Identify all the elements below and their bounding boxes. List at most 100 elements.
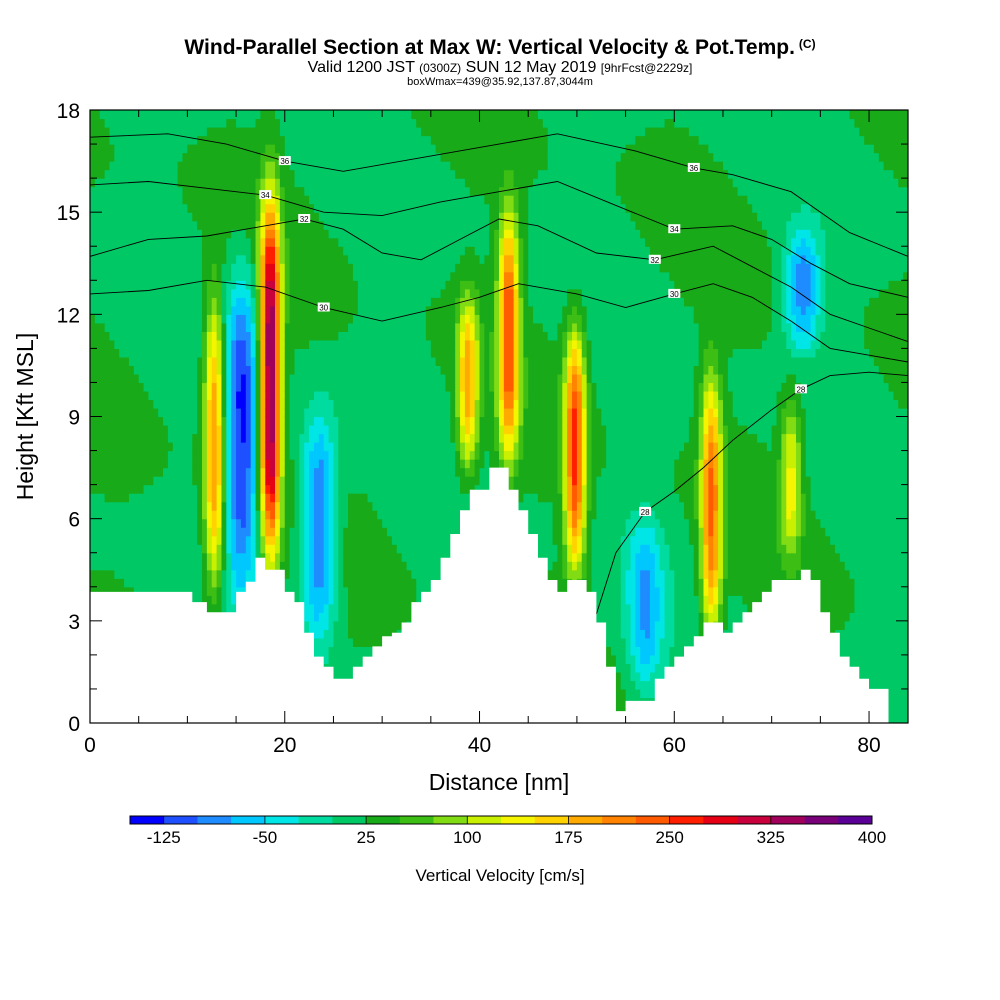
field-cell [411,195,417,205]
field-cell [182,186,188,196]
field-cell [416,229,422,239]
field-cell [158,552,164,562]
field-cell [211,484,218,494]
field-cell [236,373,242,384]
field-cell [148,510,154,520]
field-cell [206,271,213,281]
field-cell [240,407,247,418]
field-cell [158,450,164,460]
field-cell [163,356,169,367]
field-cell [328,203,335,213]
field-cell [211,203,218,213]
field-cell [279,314,286,324]
field-cell [192,246,198,256]
field-cell [240,527,247,537]
field-cell [299,484,305,494]
field-cell [172,433,179,443]
field-cell [323,569,330,579]
field-cell [401,297,408,307]
field-cell [114,195,120,205]
field-cell [416,527,422,537]
field-cell [333,254,339,264]
field-cell [304,220,310,230]
field-cell [236,467,242,477]
field-cell [348,552,354,562]
field-cell [211,169,218,179]
field-cell [187,203,193,213]
field-cell [172,331,179,341]
field-cell [279,331,286,341]
field-cell [250,535,257,545]
field-cell [90,348,96,358]
field-cell [265,493,271,503]
field-cell [177,373,184,384]
field-cell [313,561,320,571]
field-cell [255,365,262,375]
field-cell [94,544,101,554]
field-cell [201,348,208,358]
field-cell [416,578,422,588]
field-cell [411,246,417,256]
field-cell [109,237,115,247]
field-cell [387,450,393,460]
field-cell [216,569,223,579]
field-cell [250,552,257,562]
field-cell [406,305,412,315]
field-cell [367,322,374,332]
field-cell [133,416,140,426]
field-cell [338,467,344,477]
field-cell [333,195,339,205]
field-cell [275,433,281,443]
field-cell [396,118,403,128]
field-cell [377,152,383,162]
field-cell [387,544,393,554]
field-cell [416,552,422,562]
field-cell [367,544,374,554]
field-cell [352,348,359,358]
field-cell [148,331,154,341]
field-cell [411,118,417,128]
field-cell [357,212,364,222]
field-cell [128,535,135,545]
field-cell [245,169,252,179]
field-cell [357,459,364,469]
field-cell [187,152,193,162]
field-cell [206,280,213,290]
field-cell [206,144,213,154]
field-cell [182,110,188,120]
field-cell [211,501,218,511]
field-cell [328,220,335,230]
field-cell [294,178,300,188]
field-cell [172,254,179,264]
field-cell [323,459,330,469]
field-cell [221,510,227,520]
field-cell [318,467,325,477]
field-cell [148,467,154,477]
field-cell [313,646,320,656]
field-cell [172,467,179,477]
field-cell [299,305,305,315]
field-cell [128,220,135,230]
field-cell [158,476,164,486]
field-cell [265,161,271,171]
field-cell [216,110,223,120]
field-cell [309,390,315,401]
field-cell [387,578,393,588]
field-cell [216,510,223,520]
field-cell [411,552,417,562]
field-cell [406,442,412,452]
field-cell [206,493,213,503]
field-cell [201,561,208,571]
field-cell [182,365,188,375]
field-cell [94,535,101,545]
field-cell [216,493,223,503]
field-cell [236,407,242,418]
field-cell [158,416,164,426]
field-cell [416,322,422,332]
field-cell [318,322,325,332]
field-cell [163,203,169,213]
field-cell [226,544,232,554]
field-cell [250,399,257,409]
field-cell [99,578,106,588]
field-cell [197,518,203,528]
